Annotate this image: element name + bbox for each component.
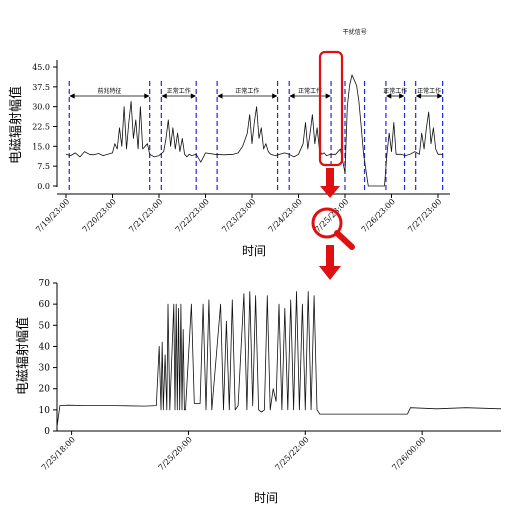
top-series-line — [65, 74, 443, 187]
bottom-series-line — [56, 291, 502, 427]
top-x-tick-label: 7/27/23:00 — [406, 197, 443, 234]
top-y-tick-label: 0.0 — [37, 182, 50, 191]
segment-label: 正常工作 — [298, 87, 322, 95]
bottom-x-tick-label: 7/25/20:00 — [157, 435, 194, 472]
segment-arrowhead — [399, 93, 405, 99]
segment-arrowhead — [272, 93, 278, 99]
top-y-tick-label: 45.0 — [32, 63, 50, 72]
segment-label: 正常工作 — [235, 87, 259, 95]
top-x-tick-label: 7/22/23:00 — [174, 197, 211, 234]
segment-arrowhead — [386, 93, 392, 99]
bottom-y-tick-label: 70 — [39, 279, 51, 289]
down-arrow-icon-2 — [319, 245, 341, 280]
top-x-tick-label: 7/25/23:00 — [313, 197, 350, 234]
bottom-x-axis-label: 时间 — [254, 491, 278, 505]
segment-arrowhead — [289, 93, 295, 99]
zoom-connector — [311, 168, 355, 280]
top-y-axis-label: 电磁辐射幅值 — [8, 86, 24, 164]
segment-arrowhead — [415, 93, 422, 99]
top-x-tick-label: 7/21/23:00 — [127, 197, 164, 234]
top-x-axis-label: 时间 — [242, 244, 266, 258]
segment-arrowhead — [437, 93, 443, 99]
bottom-x-tick-label: 7/25/22:00 — [273, 435, 310, 472]
top-x-tick-label: 7/23/23:00 — [220, 197, 257, 234]
top-x-tick-label: 7/24/23:00 — [267, 197, 304, 234]
bottom-y-axis-label: 电磁辐射幅值 — [15, 317, 31, 395]
segment-label: 正常工作 — [417, 87, 441, 95]
bottom-x-tick-label: 7/26/00:00 — [390, 435, 427, 472]
bottom-y-tick-label: 50 — [39, 321, 51, 331]
bottom-y-tick-label: 0 — [44, 427, 50, 437]
bottom-y-tick-label: 20 — [39, 385, 51, 395]
top-y-tick-label: 22.5 — [32, 123, 50, 132]
bottom-y-tick-label: 40 — [39, 342, 51, 352]
segment-arrowhead — [190, 93, 197, 99]
top-chart: 电磁辐射幅值 时间 0.0 7.5 15.0 22.5 30.0 37.5 45.0 7/1… — [8, 28, 450, 258]
segment-arrowhead — [161, 93, 167, 99]
segment-arrowhead — [144, 93, 150, 99]
segment-label: 干扰信号 — [343, 28, 367, 36]
segment-label: 正常工作 — [383, 87, 407, 95]
top-y-tick-label: 7.5 — [37, 162, 50, 171]
bottom-x-tick-label: 7/25/18:00 — [40, 435, 77, 472]
interference-highlight-box — [318, 50, 344, 167]
top-y-tick-label: 15.0 — [32, 142, 50, 151]
segment-label: 前兆特征 — [97, 87, 121, 95]
segment-arrowhead — [69, 93, 75, 99]
segment-arrowhead — [325, 93, 331, 99]
bottom-chart: 电磁辐射幅值 时间 0 10 20 30 40 50 60 70 7/25/18:00 7/25… — [15, 279, 502, 505]
bottom-y-tick-label: 30 — [39, 364, 51, 374]
top-y-tick-label: 30.0 — [32, 103, 50, 112]
bottom-y-tick-label: 60 — [39, 300, 51, 310]
top-x-tick-label: 7/20/23:00 — [81, 197, 118, 234]
top-x-tick-label: 7/19/23:00 — [34, 197, 71, 234]
top-x-tick-label: 7/26/23:00 — [360, 197, 397, 234]
magnifier-icon — [311, 207, 355, 250]
segment-label: 正常工作 — [167, 87, 191, 95]
bottom-y-tick-label: 10 — [39, 406, 51, 416]
down-arrow-icon — [320, 168, 340, 198]
top-y-tick-label: 37.5 — [32, 83, 50, 92]
segment-arrowhead — [217, 93, 223, 99]
